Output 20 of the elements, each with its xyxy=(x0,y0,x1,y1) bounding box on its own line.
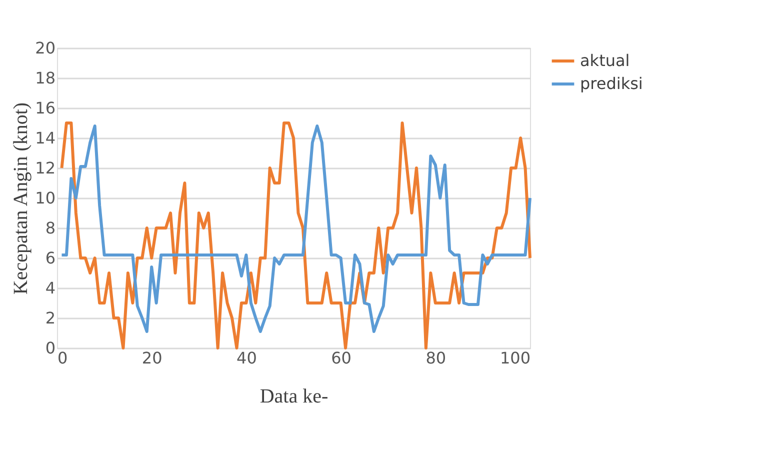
x-tick-label: 80 xyxy=(426,348,446,368)
x-tick-label: 20 xyxy=(142,348,162,368)
x-tick-label: 60 xyxy=(331,348,352,368)
y-axis-title: Kecepatan Angin (knot) xyxy=(10,102,32,295)
y-tick-label: 18 xyxy=(35,68,56,88)
y-tick-label: 14 xyxy=(35,128,56,148)
legend-label: aktual xyxy=(580,51,630,70)
x-axis-title: Data ke- xyxy=(260,386,328,408)
y-tick-label: 16 xyxy=(35,98,56,118)
y-tick-label: 2 xyxy=(45,308,56,328)
x-tick-label: 100 xyxy=(500,348,530,368)
legend-label: prediksi xyxy=(580,74,643,93)
y-tick-label: 12 xyxy=(35,158,56,178)
y-tick-label: 4 xyxy=(45,278,56,298)
y-tick-label: 20 xyxy=(35,38,56,58)
y-tick-label: 10 xyxy=(35,188,56,208)
y-tick-label: 6 xyxy=(45,248,56,268)
x-tick-label: 0 xyxy=(58,348,68,368)
y-tick-label: 8 xyxy=(45,218,56,238)
x-tick-label: 40 xyxy=(236,348,257,368)
